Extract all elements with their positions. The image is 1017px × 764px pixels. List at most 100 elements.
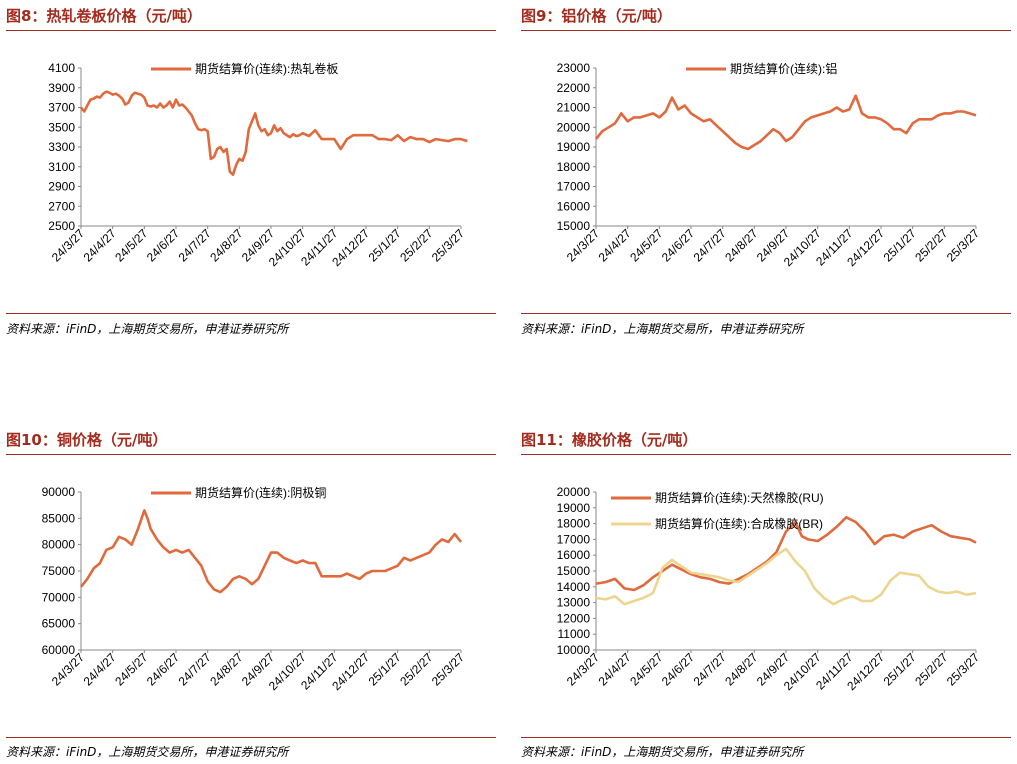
y-tick-label: 75000 — [42, 564, 76, 578]
legend-label: 期货结算价(连续):阴极铜 — [195, 485, 326, 500]
x-tick-label: 25/1/27 — [366, 650, 404, 688]
y-tick-label: 18000 — [557, 517, 591, 531]
x-tick-label: 24/6/27 — [659, 650, 697, 688]
y-tick-label: 19000 — [557, 501, 591, 515]
line-chart: 41003900370035003300310029002700250024/3… — [48, 61, 468, 269]
x-tick-label: 24/7/27 — [691, 650, 729, 688]
x-tick-label: 24/8/27 — [722, 650, 760, 688]
legend-label: 期货结算价(连续):热轧卷板 — [195, 61, 338, 76]
x-tick-label: 25/2/27 — [397, 226, 435, 264]
panel-title: 图11：橡胶价格（元/吨） — [521, 431, 698, 449]
series-line-0 — [79, 509, 463, 594]
y-tick-label: 90000 — [42, 485, 76, 499]
x-tick-label: 25/3/27 — [429, 650, 467, 688]
x-tick-label: 24/7/27 — [176, 650, 214, 688]
x-tick-label: 24/8/27 — [207, 226, 245, 264]
title-rule — [521, 454, 1011, 455]
line-chart: 23000 22000 21000 20000 19000 18000 17000 16000… — [557, 61, 983, 269]
y-tick-label: 15000 — [557, 564, 591, 578]
title-rule — [6, 454, 496, 455]
x-tick-label: 24/5/27 — [627, 650, 665, 688]
y-tick-label: 3900 — [48, 81, 75, 95]
y-tick-label: 20000 — [557, 120, 591, 134]
source-note: 资料来源：iFinD，上海期货交易所，申港证券研究所 — [6, 745, 289, 759]
y-tick-label: 4100 — [48, 61, 75, 75]
x-tick-label: 24/4/27 — [596, 650, 634, 688]
source-rule — [521, 313, 1011, 314]
x-tick-label: 24/5/27 — [627, 226, 665, 264]
y-tick-label: 2900 — [48, 180, 75, 194]
y-tick-label: 70000 — [42, 590, 76, 604]
chart-panel-copper: 图10：铜价格（元/吨） 90000 85000 80000 75000 70000 65… — [6, 424, 496, 764]
y-tick-label: 10000 — [557, 643, 591, 657]
x-tick-label: 24/5/27 — [112, 650, 150, 688]
source-rule — [6, 737, 496, 738]
x-tick-label: 24/8/27 — [207, 650, 245, 688]
x-tick-label: 24/7/27 — [176, 226, 214, 264]
source-rule — [6, 313, 496, 314]
y-tick-label: 17000 — [557, 532, 591, 546]
x-tick-label: 24/6/27 — [144, 226, 182, 264]
chart-panel-hrc: 图8：热轧卷板价格（元/吨） 4100 3900 3700 3500 3300 3100 2… — [6, 0, 496, 350]
x-tick-label: 25/3/27 — [944, 650, 982, 688]
y-tick-label: 22000 — [557, 81, 591, 95]
x-tick-label: 25/1/27 — [881, 226, 919, 264]
y-tick-label: 60000 — [42, 643, 76, 657]
y-tick-label: 12000 — [557, 611, 591, 625]
x-tick-label: 25/2/27 — [397, 650, 435, 688]
legend-label: 期货结算价(连续):合成橡胶(BR) — [655, 516, 823, 531]
x-tick-label: 25/2/27 — [912, 226, 950, 264]
y-tick-label: 65000 — [42, 617, 76, 631]
x-tick-label: 24/6/27 — [144, 650, 182, 688]
x-tick-label: 25/1/27 — [881, 650, 919, 688]
y-tick-label: 17000 — [557, 180, 591, 194]
series-line-0 — [594, 94, 977, 151]
x-tick-label: 24/7/27 — [691, 226, 729, 264]
y-tick-label: 3500 — [48, 120, 75, 134]
y-tick-label: 15000 — [557, 219, 591, 233]
title-rule — [6, 30, 496, 31]
x-tick-label: 25/3/27 — [429, 226, 467, 264]
legend-label: 期货结算价(连续):天然橡胶(RU) — [655, 490, 824, 505]
y-tick-label: 18000 — [557, 160, 591, 174]
y-tick-label: 3700 — [48, 101, 75, 115]
legend-label: 期货结算价(连续):铝 — [730, 61, 837, 76]
line-chart: 9000085000800007500070000650006000024/3/… — [42, 485, 468, 693]
y-tick-label: 20000 — [557, 485, 591, 499]
y-tick-label: 16000 — [557, 548, 591, 562]
title-rule — [521, 30, 1011, 31]
chart-panel-rubber: 图11：橡胶价格（元/吨） 20000 19000 18000 17000 16000 1… — [521, 424, 1011, 764]
source-note: 资料来源：iFinD，上海期货交易所，申港证券研究所 — [6, 322, 289, 336]
source-note: 资料来源：iFinD，上海期货交易所，申港证券研究所 — [521, 322, 804, 336]
x-tick-label: 25/2/27 — [912, 650, 950, 688]
panel-title: 图8：热轧卷板价格（元/吨） — [6, 7, 202, 25]
x-tick-label: 25/1/27 — [366, 226, 404, 264]
x-tick-label: 24/5/27 — [112, 226, 150, 264]
chart-panel-aluminum: 图9：铝价格（元/吨） 23000 22000 21000 20000 19000 180… — [521, 0, 1011, 350]
source-rule — [521, 737, 1011, 738]
y-tick-label: 3100 — [48, 160, 75, 174]
x-tick-label: 24/4/27 — [596, 226, 634, 264]
y-tick-label: 23000 — [557, 61, 591, 75]
y-tick-label: 11000 — [558, 627, 591, 641]
x-tick-label: 24/8/27 — [722, 226, 760, 264]
y-tick-label: 14000 — [557, 580, 591, 594]
panel-title: 图10：铜价格（元/吨） — [6, 431, 168, 449]
series-line-0 — [79, 90, 468, 176]
y-tick-label: 2700 — [48, 199, 75, 213]
x-tick-label: 24/6/27 — [659, 226, 697, 264]
panel-title: 图9：铝价格（元/吨） — [521, 7, 672, 25]
y-tick-label: 19000 — [557, 140, 591, 154]
x-tick-label: 25/3/27 — [944, 226, 982, 264]
y-tick-label: 80000 — [42, 538, 76, 552]
y-tick-label: 21000 — [557, 101, 591, 115]
y-tick-label: 16000 — [557, 199, 591, 213]
y-tick-label: 85000 — [42, 511, 76, 525]
x-tick-label: 24/4/27 — [81, 226, 119, 264]
y-tick-label: 3300 — [48, 140, 75, 154]
y-tick-label: 2500 — [48, 219, 75, 233]
series-line-1 — [595, 547, 977, 606]
y-tick-label: 13000 — [557, 596, 591, 610]
x-tick-label: 24/4/27 — [81, 650, 119, 688]
